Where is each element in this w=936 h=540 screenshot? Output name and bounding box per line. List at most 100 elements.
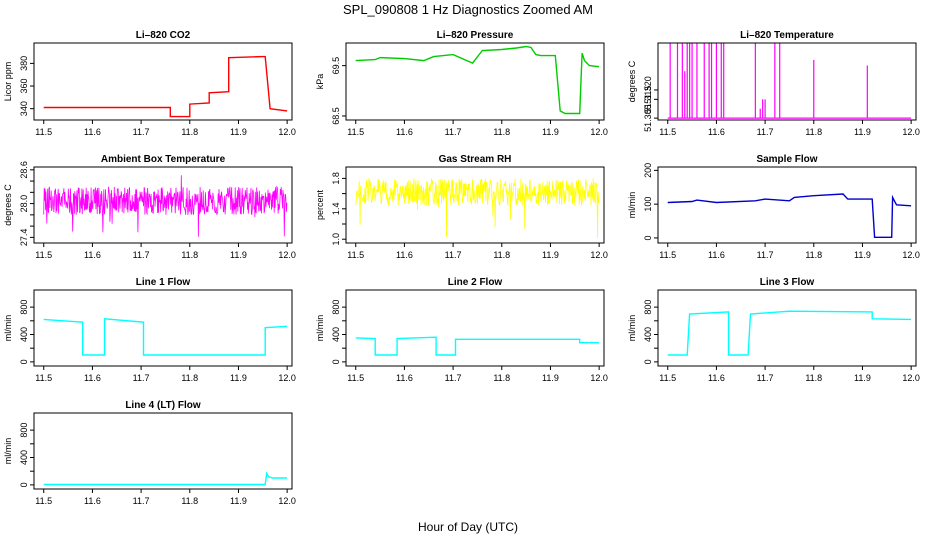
- x-tick-label: 11.6: [84, 250, 101, 260]
- plot-frame: [345, 42, 605, 121]
- plot-frame: [33, 289, 293, 367]
- x-tick-label: 11.9: [542, 127, 559, 137]
- x-tick-label: 11.6: [708, 250, 725, 260]
- panel-8: Line 3 Flow 11.5 11.6 11.7 11.8 11.9 12.0 0 400 8…: [627, 277, 920, 383]
- panel-3: Ambient Box Temperature 11.5 11.6 11.7 11.8 1…: [3, 154, 296, 260]
- x-tick-label: 12.0: [590, 373, 608, 383]
- x-tick-label: 12.0: [590, 250, 608, 260]
- y-axis-label: degrees C: [627, 60, 637, 102]
- x-tick-label: 11.5: [347, 250, 364, 260]
- y-axis-label: ml/min: [627, 315, 637, 342]
- x-tick-label: 11.9: [230, 496, 247, 506]
- x-tick-label: 11.8: [181, 496, 198, 506]
- y-tick-label: 340: [19, 101, 29, 116]
- x-tick-label: 11.7: [445, 127, 462, 137]
- y-axis-label: ml/min: [3, 315, 13, 342]
- panel-5: Sample Flow 11.5 11.6 11.7 11.8 11.9 12.0 0 100 2…: [627, 154, 920, 260]
- x-tick-label: 11.9: [542, 250, 559, 260]
- plot-frame: [33, 42, 293, 121]
- x-tick-label: 11.8: [805, 250, 822, 260]
- x-tick-label: 12.0: [278, 496, 296, 506]
- x-tick-label: 11.5: [35, 373, 52, 383]
- x-tick-label: 11.7: [133, 496, 150, 506]
- x-tick-label: 11.7: [757, 373, 774, 383]
- x-tick-label: 11.5: [659, 250, 676, 260]
- y-tick-label: 0: [19, 359, 29, 364]
- x-tick-label: 11.5: [35, 496, 52, 506]
- plot-frame: [345, 166, 605, 244]
- x-tick-label: 11.8: [805, 127, 822, 137]
- panel-title: Li–820 Pressure: [437, 30, 514, 41]
- x-tick-label: 11.7: [133, 373, 150, 383]
- x-tick-label: 11.7: [445, 250, 462, 260]
- series-line: [43, 55, 288, 118]
- series-line: [667, 193, 912, 239]
- y-axis-label: percent: [315, 189, 325, 220]
- x-tick-label: 11.6: [708, 373, 725, 383]
- plot-frame: [33, 166, 293, 244]
- y-tick-label: 0: [19, 482, 29, 487]
- x-tick-label: 11.9: [230, 373, 247, 383]
- x-tick-label: 11.8: [493, 127, 510, 137]
- series-line: [355, 177, 600, 239]
- plot-frame: [33, 412, 293, 490]
- panel-7: Line 2 Flow 11.5 11.6 11.7 11.8 11.9 12.0 0 400 8…: [315, 277, 608, 383]
- y-axis-label: Licor ppm: [3, 62, 13, 102]
- y-axis-label: kPa: [315, 74, 325, 90]
- y-tick-label: 400: [19, 327, 29, 342]
- x-tick-label: 11.7: [757, 127, 774, 137]
- x-tick-label: 11.6: [84, 496, 101, 506]
- x-tick-label: 11.9: [854, 373, 871, 383]
- x-tick-label: 11.8: [181, 250, 198, 260]
- y-tick-label: 400: [331, 327, 341, 342]
- x-tick-label: 11.8: [493, 250, 510, 260]
- series-line: [43, 471, 288, 486]
- panel-title: Ambient Box Temperature: [101, 154, 226, 165]
- y-tick-label: 0: [643, 235, 653, 240]
- y-tick-label: 800: [331, 300, 341, 315]
- y-axis-label: ml/min: [3, 438, 13, 465]
- y-tick-label: 0: [331, 359, 341, 364]
- y-tick-label: 800: [643, 300, 653, 315]
- x-tick-label: 11.6: [84, 373, 101, 383]
- x-tick-label: 11.8: [181, 373, 198, 383]
- x-tick-label: 12.0: [278, 127, 296, 137]
- y-tick-label: 69.5: [331, 57, 341, 75]
- panel-title: Li–820 CO2: [136, 30, 191, 41]
- y-tick-label: 400: [643, 327, 653, 342]
- y-tick-label: 1.0: [331, 233, 341, 246]
- series-line: [667, 310, 912, 356]
- x-tick-label: 11.7: [133, 127, 150, 137]
- x-tick-label: 12.0: [902, 373, 920, 383]
- panel-title: Line 4 (LT) Flow: [125, 400, 201, 411]
- figure-xlabel: Hour of Day (UTC): [418, 520, 518, 534]
- y-axis-label: degrees C: [3, 184, 13, 226]
- y-tick-label: 360: [19, 79, 29, 94]
- y-tick-label: 200: [643, 163, 653, 178]
- y-tick-label: 400: [19, 450, 29, 465]
- y-tick-label: 100: [643, 197, 653, 212]
- y-axis-label: ml/min: [627, 192, 637, 219]
- x-tick-label: 11.9: [230, 127, 247, 137]
- series-line: [355, 336, 600, 356]
- plot-frame: [657, 42, 917, 121]
- y-tick-label: 380: [19, 56, 29, 71]
- panel-9: Line 4 (LT) Flow 11.5 11.6 11.7 11.8 11.9 12.0…: [3, 400, 296, 506]
- y-tick-label: 51.320: [643, 76, 653, 104]
- y-tick-label: 27.4: [19, 229, 29, 247]
- x-tick-label: 11.5: [347, 373, 364, 383]
- x-tick-label: 11.8: [805, 373, 822, 383]
- x-tick-label: 11.9: [854, 127, 871, 137]
- panel-title: Sample Flow: [756, 154, 817, 165]
- x-tick-label: 11.8: [493, 373, 510, 383]
- x-tick-label: 11.7: [757, 250, 774, 260]
- panel-1: Li–820 Pressure 11.5 11.6 11.7 11.8 11.9 12.0 6…: [315, 30, 608, 137]
- series-line: [43, 175, 288, 237]
- panel-4: Gas Stream RH 11.5 11.6 11.7 11.8 11.9 12.0 1.0…: [315, 154, 608, 260]
- x-tick-label: 11.6: [396, 250, 413, 260]
- x-tick-label: 11.6: [396, 373, 413, 383]
- panel-title: Line 1 Flow: [136, 277, 191, 288]
- plot-frame: [345, 289, 605, 367]
- panel-title: Line 2 Flow: [448, 277, 503, 288]
- x-tick-label: 11.5: [659, 127, 676, 137]
